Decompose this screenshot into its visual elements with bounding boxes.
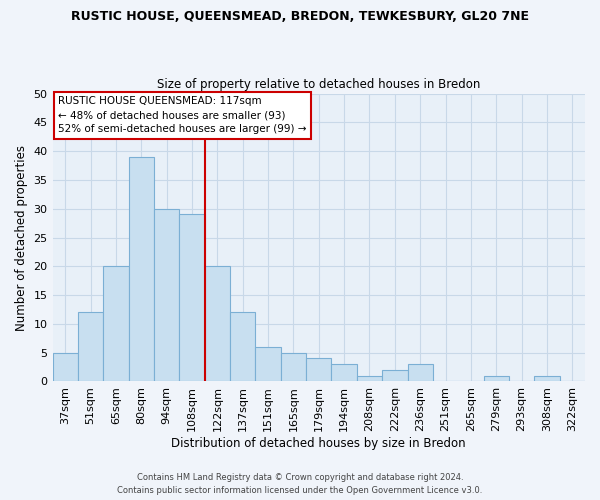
Bar — [484, 376, 509, 382]
X-axis label: Distribution of detached houses by size in Bredon: Distribution of detached houses by size … — [172, 437, 466, 450]
Bar — [256, 347, 281, 382]
Bar — [103, 266, 128, 382]
Text: RUSTIC HOUSE, QUEENSMEAD, BREDON, TEWKESBURY, GL20 7NE: RUSTIC HOUSE, QUEENSMEAD, BREDON, TEWKES… — [71, 10, 529, 23]
Bar — [357, 376, 382, 382]
Y-axis label: Number of detached properties: Number of detached properties — [15, 144, 28, 330]
Bar — [407, 364, 433, 382]
Title: Size of property relative to detached houses in Bredon: Size of property relative to detached ho… — [157, 78, 481, 91]
Bar — [78, 312, 103, 382]
Bar — [154, 208, 179, 382]
Bar — [179, 214, 205, 382]
Bar — [281, 352, 306, 382]
Bar — [230, 312, 256, 382]
Bar — [128, 157, 154, 382]
Bar — [53, 352, 78, 382]
Text: RUSTIC HOUSE QUEENSMEAD: 117sqm
← 48% of detached houses are smaller (93)
52% of: RUSTIC HOUSE QUEENSMEAD: 117sqm ← 48% of… — [58, 96, 307, 134]
Text: Contains HM Land Registry data © Crown copyright and database right 2024.
Contai: Contains HM Land Registry data © Crown c… — [118, 474, 482, 495]
Bar — [382, 370, 407, 382]
Bar — [534, 376, 560, 382]
Bar — [331, 364, 357, 382]
Bar — [306, 358, 331, 382]
Bar — [205, 266, 230, 382]
